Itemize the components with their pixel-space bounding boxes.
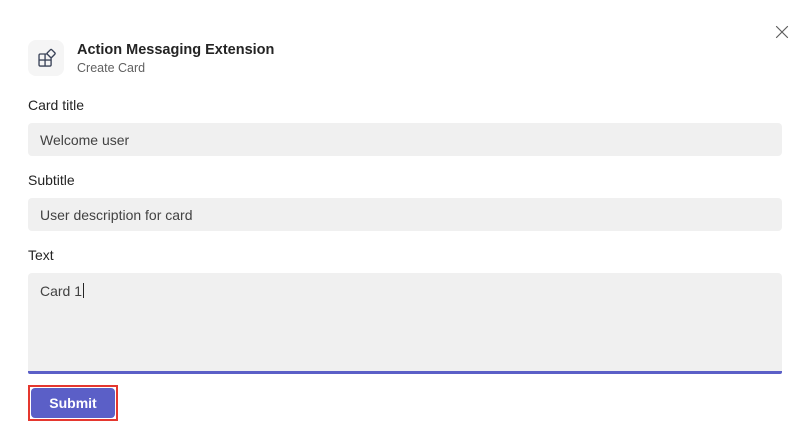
dialog-header: Action Messaging Extension Create Card (28, 0, 782, 76)
dialog-subtitle: Create Card (77, 60, 146, 75)
submit-button[interactable]: Submit (31, 388, 115, 418)
apps-grid-icon (35, 47, 58, 70)
subtitle-input[interactable] (28, 198, 782, 231)
text-label: Text (28, 247, 54, 263)
dialog-title: Action Messaging Extension (77, 41, 275, 58)
text-textarea[interactable]: Card 1 (28, 273, 782, 374)
text-cursor (83, 283, 85, 298)
close-icon (775, 25, 789, 39)
textarea-value: Card 1 (40, 283, 83, 299)
card-title-label: Card title (28, 97, 85, 113)
submit-highlight-outline: Submit (28, 385, 118, 421)
subtitle-label: Subtitle (28, 172, 75, 188)
card-title-input[interactable] (28, 123, 782, 156)
header-text: Action Messaging Extension Create Card (77, 41, 274, 76)
app-icon (28, 40, 64, 76)
close-button[interactable] (771, 21, 793, 43)
